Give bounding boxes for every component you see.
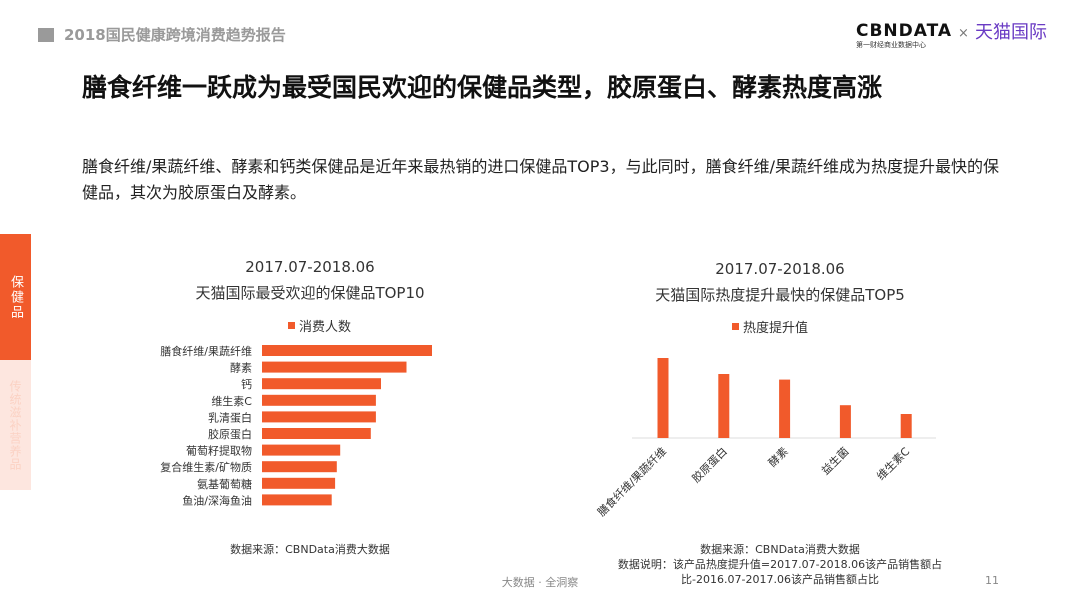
- bar: [779, 379, 791, 438]
- bar: [262, 411, 376, 423]
- logo-sub: 第一财经商业数据中心: [856, 41, 926, 49]
- bar: [718, 374, 730, 438]
- bar: [900, 414, 912, 438]
- chart1-title: 2017.07-2018.06: [245, 258, 375, 276]
- category-label: 胶原蛋白: [208, 427, 252, 441]
- category-label: 葡萄籽提取物: [186, 444, 252, 458]
- bar: [262, 345, 432, 356]
- chart2-plot: 膳食纤维/果蔬纤维 胶原蛋白 酵素 益生菌 维生素C: [594, 358, 936, 519]
- category-label: 酵素: [230, 362, 252, 375]
- chart1-subtitle: 天猫国际最受欢迎的保健品TOP10: [195, 284, 425, 302]
- legend-swatch: [288, 322, 295, 329]
- side-tab-health-supplements[interactable]: 保健品: [0, 234, 31, 360]
- chart2-title: 2017.07-2018.06: [715, 260, 845, 278]
- chart2-legend: 热度提升值: [732, 317, 808, 336]
- logo-x: ×: [958, 26, 969, 41]
- side-tab-traditional-tonics[interactable]: 传统滋补营养品: [0, 360, 31, 490]
- chart1-legend-label: 消费人数: [299, 320, 352, 335]
- category-label: 氨基葡萄糖: [197, 477, 252, 491]
- logo-partner: 天猫国际: [974, 22, 1047, 43]
- chart2-note: 数据说明：该产品热度提升值=2017.07-2018.06该产品销售额占比-20…: [617, 558, 943, 586]
- category-label: 钙: [241, 377, 252, 391]
- legend-swatch: [732, 323, 739, 330]
- headline: 膳食纤维一跃成为最受国民欢迎的保健品类型，胶原蛋白、酵素热度高涨: [82, 73, 883, 102]
- footer-text: 大数据 · 全洞察: [501, 576, 579, 589]
- bar: [262, 494, 332, 506]
- chart2-subtitle: 天猫国际热度提升最快的保健品TOP5: [655, 286, 905, 304]
- category-label: 胶原蛋白: [689, 444, 730, 485]
- category-label: 膳食纤维/果蔬纤维: [160, 344, 252, 358]
- bar: [262, 394, 376, 406]
- category-label: 益生菌: [818, 444, 851, 477]
- bar: [657, 358, 669, 438]
- category-label: 复合维生素/矿物质: [160, 460, 252, 474]
- page-number: 11: [985, 574, 999, 587]
- category-label: 鱼油/深海鱼油: [182, 493, 252, 507]
- bar: [262, 361, 407, 373]
- category-label: 维生素C: [874, 444, 913, 483]
- bar: [262, 477, 336, 489]
- bar: [262, 461, 337, 473]
- bar: [262, 444, 341, 456]
- header-square-icon: [38, 28, 54, 42]
- category-label: 维生素C: [211, 394, 252, 408]
- category-label: 乳清蛋白: [208, 410, 252, 424]
- category-label: 膳食纤维/果蔬纤维: [594, 444, 669, 519]
- chart1-legend: 消费人数: [288, 316, 351, 335]
- logo-brand: CBNDATA: [856, 21, 953, 41]
- chart2-legend-label: 热度提升值: [743, 321, 809, 336]
- logo: CBNDATA 第一财经商业数据中心 × 天猫国际: [856, 22, 1047, 50]
- chart2-source: 数据来源：CBNData消费大数据: [700, 543, 860, 556]
- bar: [262, 378, 381, 390]
- report-title: 2018国民健康跨境消费趋势报告: [64, 26, 286, 44]
- bar: [839, 405, 851, 438]
- description: 膳食纤维/果蔬纤维、酵素和钙类保健品是近年来最热销的进口保健品TOP3，与此同时…: [82, 157, 999, 202]
- bar: [262, 428, 371, 439]
- chart1-source: 数据来源：CBNData消费大数据: [230, 543, 390, 556]
- category-label: 酵素: [766, 445, 791, 470]
